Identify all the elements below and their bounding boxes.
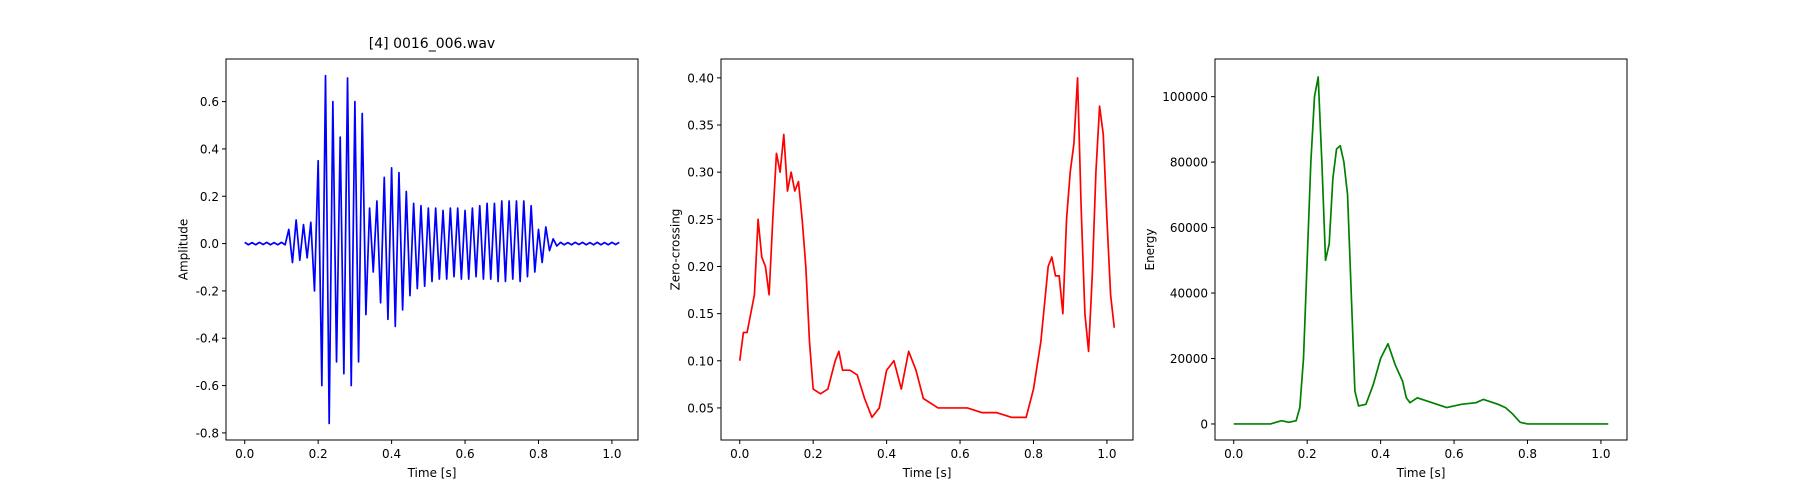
x-tick-label: 0.8	[529, 447, 548, 461]
y-tick-label: 0.25	[687, 213, 714, 227]
x-tick-label: 0.4	[382, 447, 401, 461]
axes-frame	[1214, 58, 1628, 441]
y-tick-label: 100000	[1162, 90, 1208, 104]
y-tick-label: 0.35	[687, 119, 714, 133]
data-line	[244, 74, 620, 425]
y-tick-label: 0.0	[200, 237, 219, 251]
subplot: 0.0 0.2 0.4 0.6 0.8 1.0 -0.8 -0.6 -0.4 -0.2 0.0 0.2…	[177, 36, 639, 480]
x-axis-label: Time [s]	[407, 466, 457, 480]
x-tick-label: 0.0	[730, 447, 749, 461]
x-tick-label: 0.2	[1298, 447, 1317, 461]
x-tick-label: 0.2	[309, 447, 328, 461]
y-tick-label: -0.2	[196, 284, 219, 298]
y-tick-label: 0.20	[687, 260, 714, 274]
data-line	[1233, 76, 1609, 425]
y-axis-label: Amplitude	[177, 219, 191, 281]
x-tick-label: 1.0	[1097, 447, 1116, 461]
x-tick-label: 1.0	[602, 447, 621, 461]
x-tick-label: 0.0	[1224, 447, 1243, 461]
x-tick-label: 0.2	[804, 447, 823, 461]
y-tick-label: 0	[1200, 417, 1208, 431]
axes-frame	[720, 58, 1134, 441]
y-tick-label: 0.10	[687, 354, 714, 368]
y-tick-label: 20000	[1170, 352, 1208, 366]
x-tick-label: 0.8	[1024, 447, 1043, 461]
x-tick-label: 0.6	[1445, 447, 1464, 461]
y-tick-label: 0.6	[200, 95, 219, 109]
x-tick-label: 0.6	[951, 447, 970, 461]
y-tick-label: 60000	[1170, 221, 1208, 235]
y-axis-label: Zero-crossing	[668, 209, 682, 291]
subplot: 0.0 0.2 0.4 0.6 0.8 1.0 0.05 0.10 0.15 0.20 0.25 0.…	[668, 58, 1134, 480]
y-tick-label: 0.4	[200, 142, 219, 156]
subplot: 0.0 0.2 0.4 0.6 0.8 1.0 0 20000 40000 60000 80000 1…	[1143, 58, 1628, 480]
y-tick-label: -0.4	[196, 332, 219, 346]
y-tick-label: -0.8	[196, 426, 219, 440]
chart-title: [4] 0016_006.wav	[369, 36, 495, 52]
y-tick-label: -0.6	[196, 379, 219, 393]
y-tick-label: 0.15	[687, 307, 714, 321]
y-tick-label: 0.30	[687, 166, 714, 180]
x-tick-label: 0.0	[235, 447, 254, 461]
data-line	[738, 77, 1116, 419]
axes-frame	[225, 58, 639, 441]
y-tick-label: 80000	[1170, 156, 1208, 170]
y-tick-label: 0.40	[687, 71, 714, 85]
x-tick-label: 0.6	[456, 447, 475, 461]
y-tick-label: 0.2	[200, 190, 219, 204]
x-tick-label: 0.8	[1518, 447, 1537, 461]
y-tick-label: 40000	[1170, 287, 1208, 301]
x-tick-label: 0.4	[1371, 447, 1390, 461]
x-tick-label: 1.0	[1591, 447, 1610, 461]
x-tick-label: 0.4	[877, 447, 896, 461]
x-axis-label: Time [s]	[1396, 466, 1446, 480]
y-tick-label: 0.05	[687, 401, 714, 415]
y-axis-label: Energy	[1143, 228, 1157, 270]
x-axis-label: Time [s]	[902, 466, 952, 480]
